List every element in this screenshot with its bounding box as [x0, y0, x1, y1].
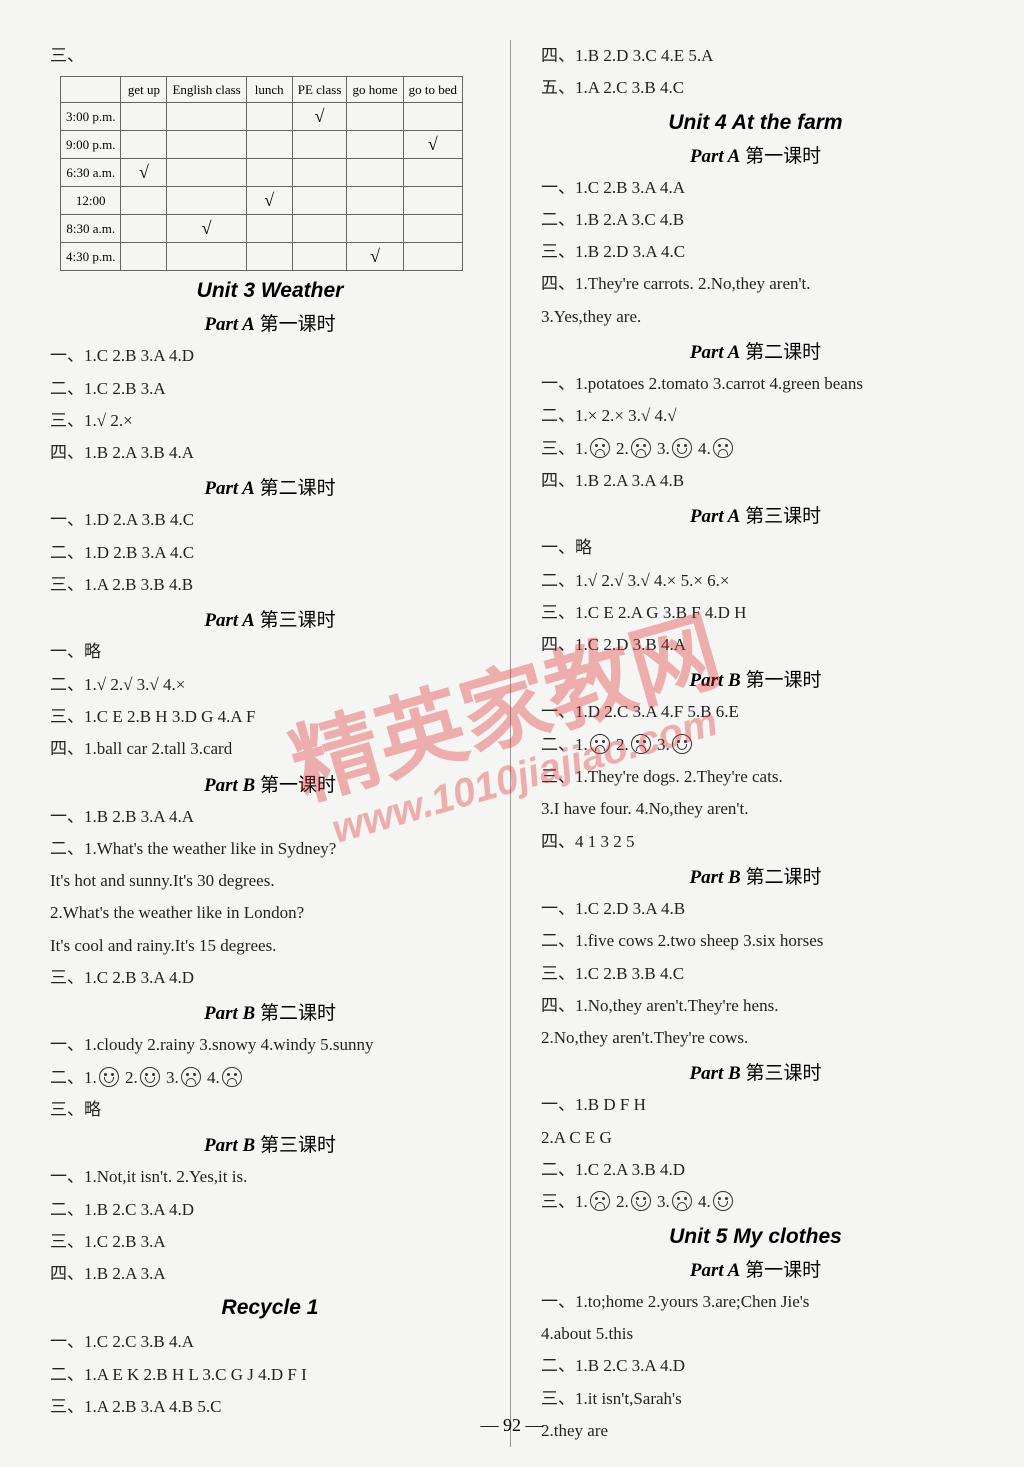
answer-line: 四、1.ball car 2.tall 3.card	[50, 733, 490, 765]
unit4-heading: Unit 4 At the farm	[541, 111, 970, 135]
partA3-heading: Part A 第三课时	[50, 605, 490, 632]
partB1-heading: Part B 第一课时	[541, 665, 970, 692]
answer-line: 一、略	[50, 636, 490, 668]
answer-line: It's hot and sunny.It's 30 degrees.	[50, 865, 490, 897]
answer-line: 一、1.potatoes 2.tomato 3.carrot 4.green b…	[541, 368, 970, 400]
answer-line: 二、1.B 2.C 3.A 4.D	[541, 1350, 970, 1382]
answer-line: 三、1.it isn't,Sarah's	[541, 1383, 970, 1415]
sad-face-icon	[672, 1191, 692, 1211]
answer-line: 四、1.They're carrots. 2.No,they aren't.	[541, 268, 970, 300]
partB3-heading: Part B 第三课时	[541, 1058, 970, 1085]
answer-line: 二、1.√ 2.√ 3.√ 4.×	[50, 669, 490, 701]
answer-line: 四、1.B 2.A 3.A 4.B	[541, 465, 970, 497]
answer-line: 三、1.C 2.B 3.A	[50, 1226, 490, 1258]
answer-line: 二、1.√ 2.√ 3.√ 4.× 5.× 6.×	[541, 565, 970, 597]
sad-face-icon	[713, 438, 733, 458]
answer-line: 4.about 5.this	[541, 1318, 970, 1350]
answer-line: 一、1.C 2.C 3.B 4.A	[50, 1326, 490, 1358]
partB2-heading: Part B 第二课时	[541, 862, 970, 889]
unit3-heading: Unit 3 Weather	[50, 279, 490, 303]
answer-line: 一、1.B D F H	[541, 1089, 970, 1121]
right-column: 四、1.B 2.D 3.C 4.E 5.A 五、1.A 2.C 3.B 4.C …	[510, 40, 970, 1447]
answer-line: 一、略	[541, 532, 970, 564]
sad-face-icon	[590, 1191, 610, 1211]
answer-line: 四、1.No,they aren't.They're hens.	[541, 990, 970, 1022]
answer-line: 三、1.B 2.D 3.A 4.C	[541, 236, 970, 268]
answer-line: 一、1.D 2.C 3.A 4.F 5.B 6.E	[541, 696, 970, 728]
left-column: 三、 get upEnglish classlunchPE classgo ho…	[50, 40, 510, 1447]
partB1-heading: Part B 第一课时	[50, 770, 490, 797]
answer-line: 一、1.cloudy 2.rainy 3.snowy 4.windy 5.sun…	[50, 1029, 490, 1061]
sad-face-icon	[222, 1067, 242, 1087]
answer-line: 3.Yes,they are.	[541, 301, 970, 333]
answer-line-faces: 二、1. 2. 3. 4.	[50, 1062, 490, 1094]
answer-line: 三、1.√ 2.×	[50, 405, 490, 437]
sad-face-icon	[631, 438, 651, 458]
answer-line: 2.What's the weather like in London?	[50, 897, 490, 929]
answer-line: 二、1.C 2.A 3.B 4.D	[541, 1154, 970, 1186]
answer-line: 一、1.D 2.A 3.B 4.C	[50, 504, 490, 536]
answer-line: It's cool and rainy.It's 15 degrees.	[50, 930, 490, 962]
page-number: — 92 —	[0, 1415, 1024, 1436]
answer-line: 二、1.× 2.× 3.√ 4.√	[541, 400, 970, 432]
answer-line: 三、1.A 2.B 3.B 4.B	[50, 569, 490, 601]
answer-line-faces: 三、1. 2. 3. 4.	[541, 433, 970, 465]
partA1-heading: Part A 第一课时	[50, 309, 490, 336]
answer-line: 四、1.B 2.A 3.A	[50, 1258, 490, 1290]
partA2-heading: Part A 第二课时	[50, 473, 490, 500]
answer-line: 一、1.C 2.B 3.A 4.A	[541, 172, 970, 204]
answer-line: 三、1.C 2.B 3.B 4.C	[541, 958, 970, 990]
sad-face-icon	[181, 1067, 201, 1087]
partA1-heading: Part A 第一课时	[541, 1255, 970, 1282]
answer-line: 三、1.C 2.B 3.A 4.D	[50, 962, 490, 994]
label-san: 三、	[50, 40, 490, 72]
partA1-heading: Part A 第一课时	[541, 141, 970, 168]
answer-line-faces: 三、1. 2. 3. 4.	[541, 1186, 970, 1218]
answer-line: 一、1.to;home 2.yours 3.are;Chen Jie's	[541, 1286, 970, 1318]
answer-line: 四、1.C 2.D 3.B 4.A	[541, 629, 970, 661]
smile-face-icon	[140, 1067, 160, 1087]
answer-line: 三、1.They're dogs. 2.They're cats.	[541, 761, 970, 793]
smile-face-icon	[672, 734, 692, 754]
answer-line: 二、1.five cows 2.two sheep 3.six horses	[541, 925, 970, 957]
answer-line: 2.No,they aren't.They're cows.	[541, 1022, 970, 1054]
answer-line: 四、1.B 2.A 3.B 4.A	[50, 437, 490, 469]
answer-line: 三、略	[50, 1094, 490, 1126]
smile-face-icon	[713, 1191, 733, 1211]
partB2-heading: Part B 第二课时	[50, 998, 490, 1025]
partA3-heading: Part A 第三课时	[541, 501, 970, 528]
answer-line: 二、1.C 2.B 3.A	[50, 373, 490, 405]
answer-line: 二、1.B 2.A 3.C 4.B	[541, 204, 970, 236]
answer-line: 四、1.B 2.D 3.C 4.E 5.A	[541, 40, 970, 72]
recycle-heading: Recycle 1	[50, 1296, 490, 1320]
answer-line: 二、1.What's the weather like in Sydney?	[50, 833, 490, 865]
answer-line: 二、1.D 2.B 3.A 4.C	[50, 537, 490, 569]
answer-line: 一、1.Not,it isn't. 2.Yes,it is.	[50, 1161, 490, 1193]
answer-line: 二、1.A E K 2.B H L 3.C G J 4.D F I	[50, 1359, 490, 1391]
smile-face-icon	[99, 1067, 119, 1087]
sad-face-icon	[631, 734, 651, 754]
answer-line: 一、1.B 2.B 3.A 4.A	[50, 801, 490, 833]
partA2-heading: Part A 第二课时	[541, 337, 970, 364]
answer-line-faces: 二、1. 2. 3.	[541, 729, 970, 761]
answer-line: 一、1.C 2.D 3.A 4.B	[541, 893, 970, 925]
answer-line: 五、1.A 2.C 3.B 4.C	[541, 72, 970, 104]
partB3-heading: Part B 第三课时	[50, 1130, 490, 1157]
smile-face-icon	[672, 438, 692, 458]
answer-line: 一、1.C 2.B 3.A 4.D	[50, 340, 490, 372]
answer-line: 二、1.B 2.C 3.A 4.D	[50, 1194, 490, 1226]
answer-line: 四、4 1 3 2 5	[541, 826, 970, 858]
activity-table: get upEnglish classlunchPE classgo homeg…	[60, 76, 463, 271]
unit5-heading: Unit 5 My clothes	[541, 1225, 970, 1249]
answer-line: 2.A C E G	[541, 1122, 970, 1154]
sad-face-icon	[590, 438, 610, 458]
smile-face-icon	[631, 1191, 651, 1211]
answer-line: 三、1.C E 2.B H 3.D G 4.A F	[50, 701, 490, 733]
sad-face-icon	[590, 734, 610, 754]
answer-line: 3.I have four. 4.No,they aren't.	[541, 793, 970, 825]
answer-line: 三、1.C E 2.A G 3.B F 4.D H	[541, 597, 970, 629]
